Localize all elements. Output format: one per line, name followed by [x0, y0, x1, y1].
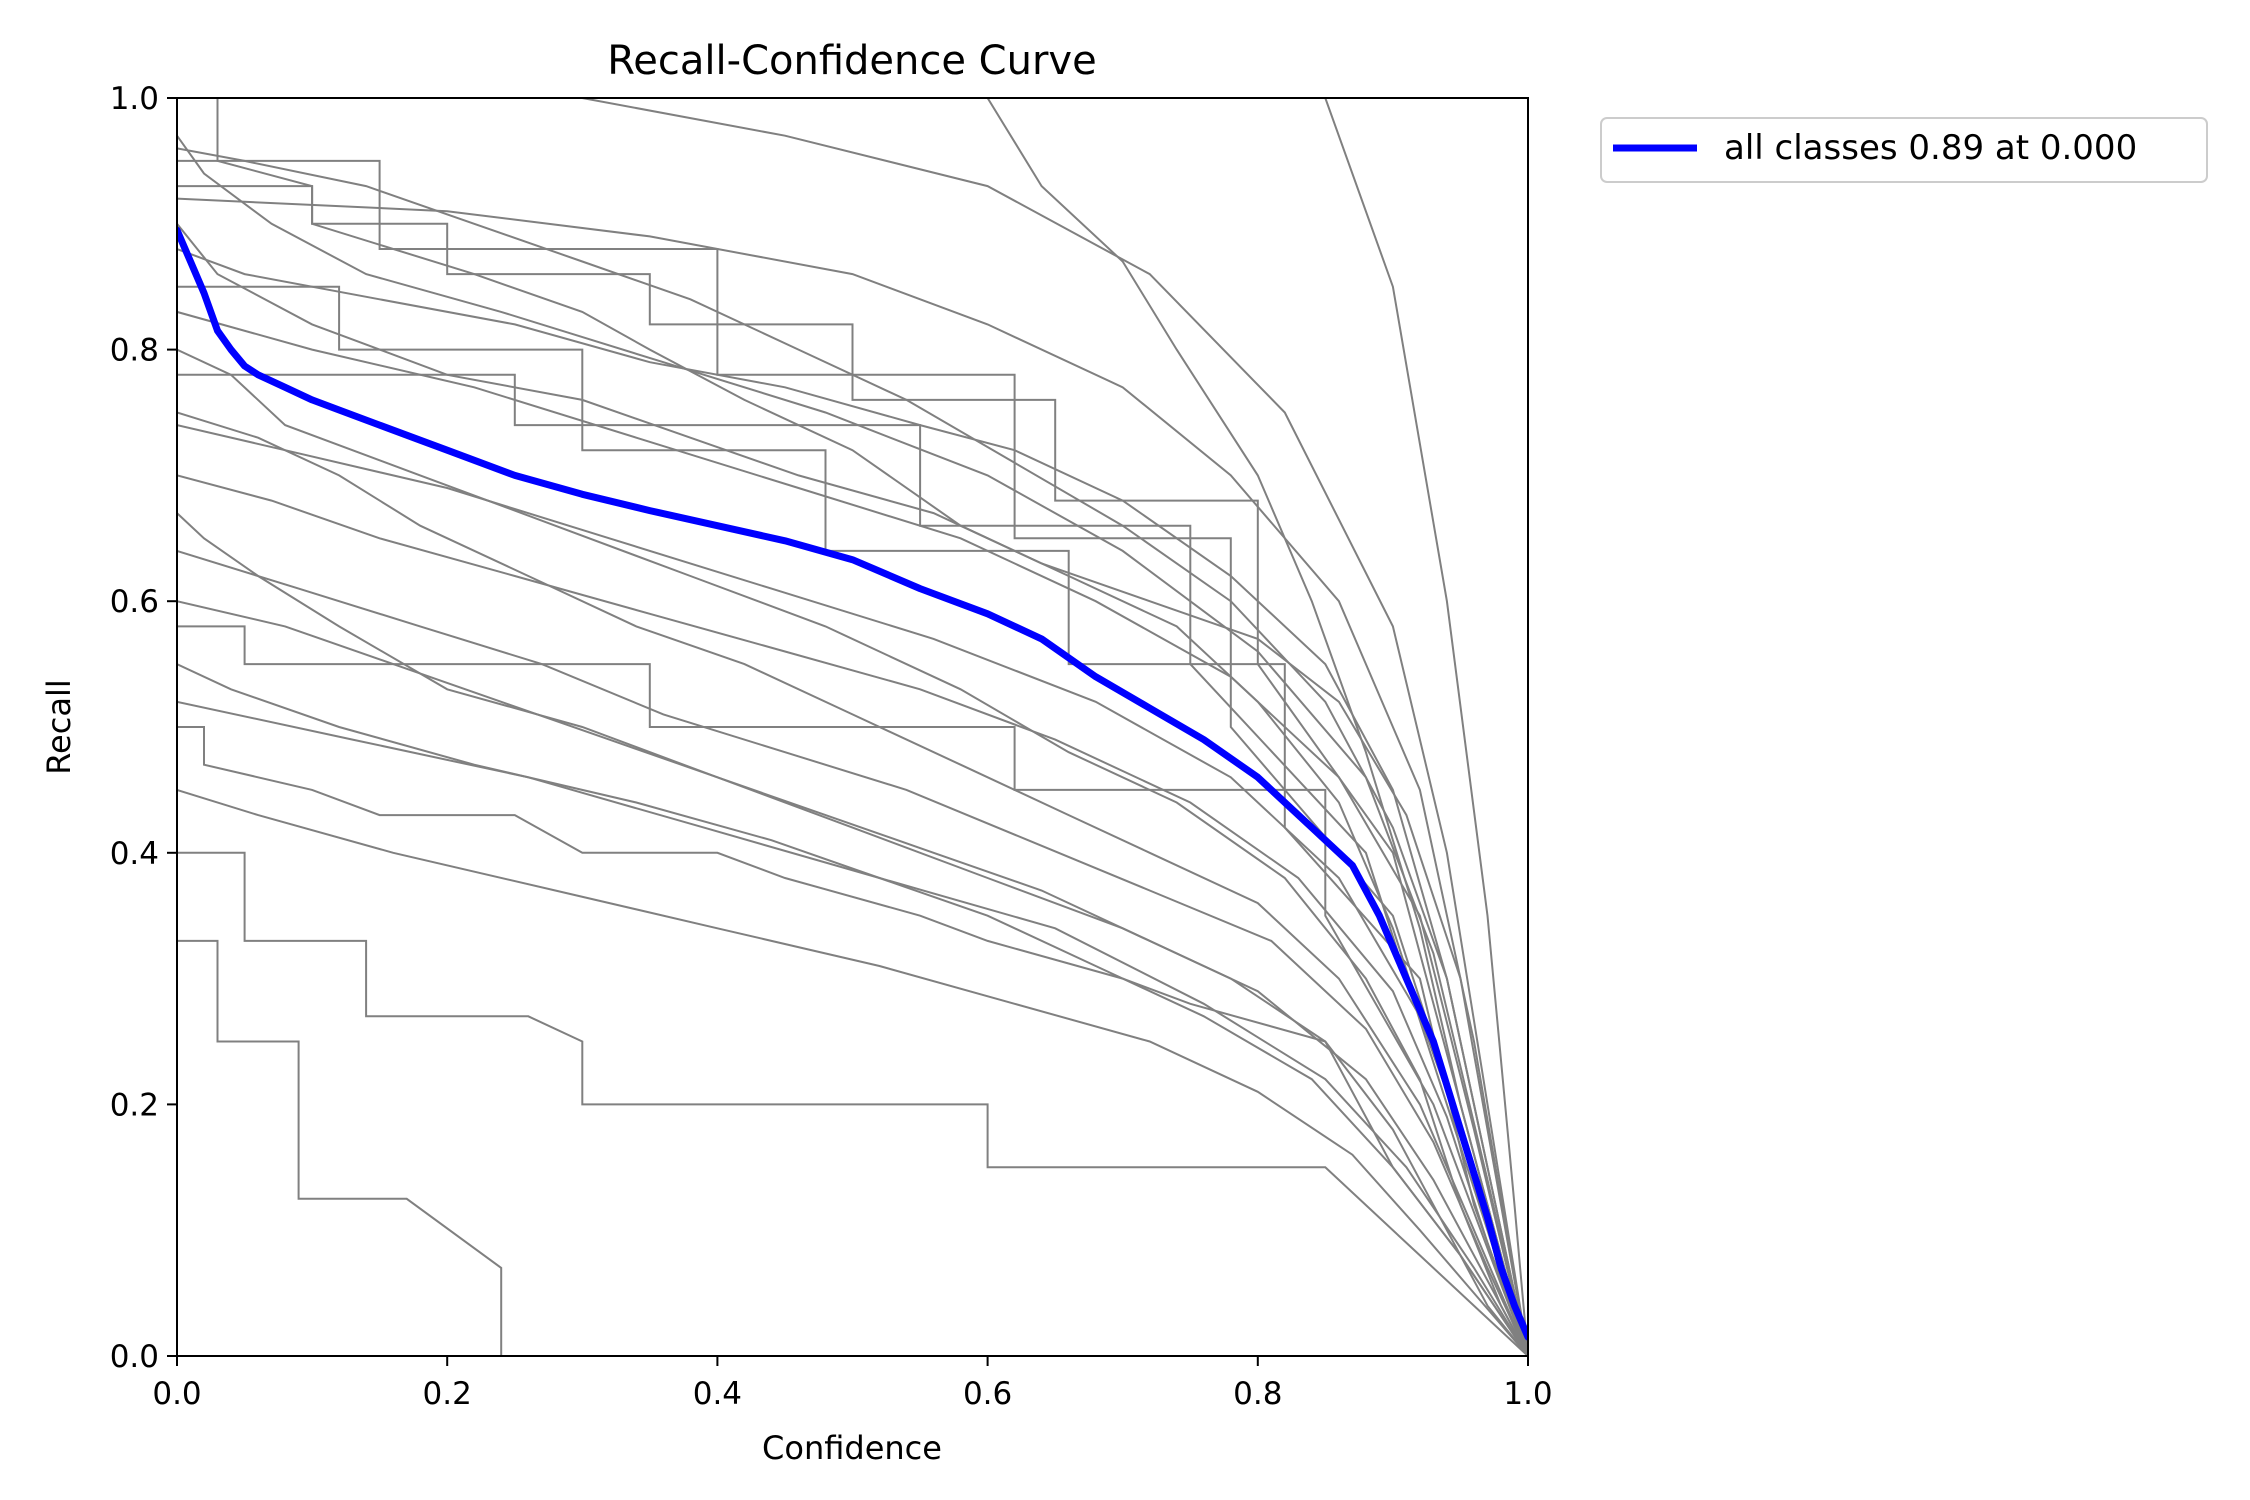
x-tick-label-3: 0.6: [963, 1376, 1012, 1412]
class-curve-18: [177, 98, 1528, 1356]
class-curve-5: [177, 726, 1528, 1356]
plot-frame: [176, 97, 1529, 1357]
class-curve-19: [177, 788, 1528, 1356]
class-curve-3: [177, 512, 1528, 1356]
class-curve-15: [177, 474, 1528, 1356]
class-curve-16: [177, 159, 1528, 1356]
y-tick-label-2: 0.4: [110, 836, 159, 872]
class-curve-6: [177, 851, 1528, 1356]
class-curve-21: [177, 310, 1528, 1356]
x-axis-title: Confidence: [762, 1429, 942, 1467]
class-curve-10: [177, 600, 1528, 1356]
y-tick-label-1: 0.2: [110, 1087, 159, 1123]
class-curve-23: [986, 98, 1528, 1356]
y-axis: 0.0 0.2 0.4 0.6 0.8 1.0: [110, 81, 177, 1375]
y-tick-label-0: 0.0: [110, 1339, 159, 1375]
class-curve-13: [177, 663, 1528, 1356]
class-curve-22: [177, 625, 1528, 1356]
class-curve-26: [177, 135, 1528, 1356]
chart-title: Recall-Confidence Curve: [607, 38, 1096, 84]
x-tick-label-0: 0.0: [152, 1376, 201, 1412]
x-axis: 0.0 0.2 0.4 0.6 0.8 1.0: [152, 1356, 1553, 1412]
class-curve-17: [177, 549, 1528, 1356]
class-curve-24: [177, 424, 1528, 1356]
class-curve-7: [177, 939, 1528, 1356]
x-tick-label-5: 1.0: [1503, 1376, 1552, 1412]
class-curve-2: [177, 348, 1528, 1356]
legend-box: [1600, 117, 2208, 183]
x-tick-label-1: 0.2: [423, 1376, 472, 1412]
class-curve-8: [177, 147, 1528, 1356]
y-tick-label-3: 0.6: [110, 584, 159, 620]
all-classes-series-group: [177, 226, 1528, 1341]
series-line-all-classes: [177, 226, 1528, 1341]
class-curve-25: [177, 700, 1528, 1356]
class-curve-27: [1324, 98, 1528, 1356]
class-curve-14: [177, 197, 1528, 1356]
x-tick-label-4: 0.8: [1233, 1376, 1282, 1412]
y-tick-label-5: 1.0: [110, 81, 159, 117]
legend: all classes 0.89 at 0.000: [1600, 117, 2208, 183]
legend-label-all-classes: all classes 0.89 at 0.000: [1724, 128, 2137, 168]
x-tick-label-2: 0.4: [693, 1376, 742, 1412]
y-axis-title: Recall: [40, 679, 78, 774]
class-curve-9: [177, 411, 1528, 1356]
y-tick-label-4: 0.8: [110, 333, 159, 369]
